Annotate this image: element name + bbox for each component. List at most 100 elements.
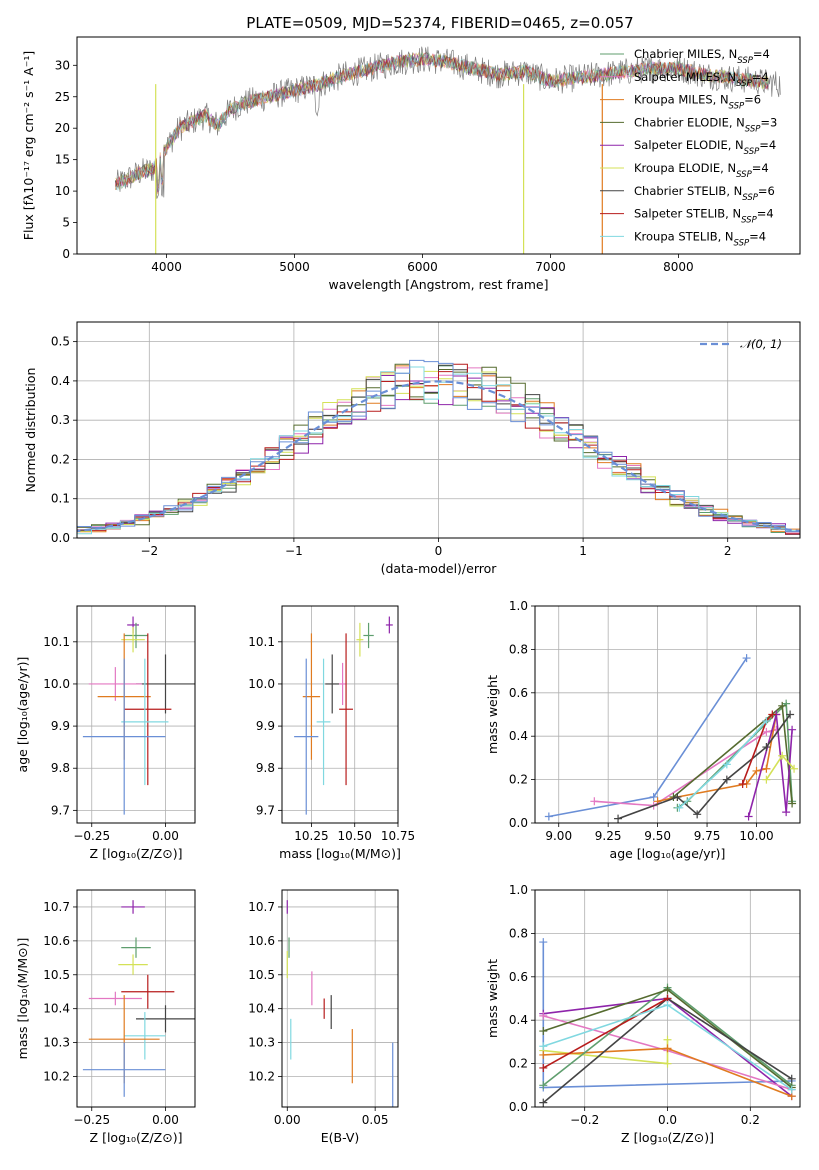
- y-tick-label: 9.7: [256, 803, 275, 817]
- x-tick-label: −0.2: [570, 1113, 599, 1127]
- y-tick-label: 10.0: [248, 677, 275, 691]
- x-tick-label: 0.0: [658, 1113, 677, 1127]
- weight-marker: [787, 1074, 796, 1083]
- y-tick-label: 10.2: [43, 1069, 70, 1083]
- x-tick-label: 9.25: [595, 829, 622, 843]
- weight-marker: [663, 1044, 672, 1053]
- x-axis-label: Z [log₁₀(Z/Z⊙)]: [90, 1130, 183, 1145]
- y-axis-label: mass weight: [485, 675, 500, 754]
- mass_vs_EBV-grid: [282, 890, 398, 1107]
- residuals-frame: [76, 321, 801, 539]
- x-tick-label: 8000: [663, 260, 694, 274]
- x-tick-label: 9.50: [644, 829, 671, 843]
- mass_vs_EBV-plot-area: [286, 900, 394, 1107]
- y-tick-label: 30: [55, 58, 70, 72]
- x-tick-label: 0.00: [152, 829, 179, 843]
- y-tick-label: 0.1: [51, 492, 70, 506]
- weight-marker: [790, 764, 799, 773]
- y-tick-label: 25: [55, 90, 70, 104]
- y-tick-label: 0.0: [51, 531, 70, 545]
- x-tick-label: 0.05: [362, 1113, 389, 1127]
- y-tick-label: 10.6: [248, 934, 275, 948]
- mass_vs_Z-plot-area: [82, 900, 195, 1097]
- y-tick-label: 0.4: [509, 1013, 528, 1027]
- x-tick-label: 0.00: [274, 1113, 301, 1127]
- weight-line: [657, 714, 778, 803]
- y-axis-label: mass [log₁₀(M/M⊙)]: [15, 938, 30, 1060]
- weight-marker: [722, 775, 731, 784]
- spectrum-model-line: [115, 51, 769, 191]
- y-tick-label: 15: [55, 153, 70, 167]
- weight-marker: [752, 766, 761, 775]
- x-tick-label: 10.50: [338, 829, 372, 843]
- legend-entry: Chabrier STELIB, NSSP=6: [634, 184, 775, 203]
- age_vs_Z-panel: −0.25 0.00 9.7 9.8 9.9 10.0 10.1 Z [log₁₀(Z/Z⊙)…: [15, 605, 196, 861]
- spectrum-model-line: [115, 52, 769, 191]
- weight-marker: [762, 727, 771, 736]
- y-tick-label: 9.9: [256, 719, 275, 733]
- weight-marker: [673, 792, 682, 801]
- x-axis-label: mass [log₁₀(M/M⊙)]: [279, 846, 401, 861]
- age_vs_mass-panel: 10.25 10.50 10.75 9.7 9.8 9.9 10.0 10.1 mass [lo…: [248, 605, 415, 861]
- weight-marker: [742, 654, 751, 663]
- weight-line: [548, 657, 748, 818]
- mass_vs_EBV-panel: 0.00 0.05 10.2 10.3 10.4 10.5 10.6 10.7 E(B-V): [248, 889, 399, 1145]
- weight-marker: [590, 797, 599, 806]
- y-tick-label: 20: [55, 121, 70, 135]
- x-tick-label: −0.25: [73, 1113, 110, 1127]
- y-tick-label: 9.9: [51, 719, 70, 733]
- age_vs_Z-plot-area: [82, 616, 195, 815]
- x-tick-label: 7000: [535, 260, 566, 274]
- y-tick-label: 0.2: [509, 773, 528, 787]
- y-tick-label: 10.4: [43, 1002, 70, 1016]
- y-tick-label: 0.0: [509, 816, 528, 830]
- y-tick-label: 1.0: [509, 599, 528, 613]
- age_vs_Z-frame: [76, 605, 196, 824]
- weight-marker: [762, 717, 771, 726]
- weight-marker: [675, 803, 684, 812]
- legend-entry: Salpeter STELIB, NSSP=4: [634, 207, 774, 226]
- x-tick-label: 10.00: [739, 829, 773, 843]
- weight-marker: [762, 764, 771, 773]
- y-tick-label: 0.2: [509, 1057, 528, 1071]
- weight_vs_age-frame: [534, 605, 801, 824]
- weight-marker: [544, 812, 553, 821]
- x-axis-label: wavelength [Angstrom, rest frame]: [328, 277, 548, 292]
- age_vs_mass-grid: [282, 606, 399, 823]
- x-tick-label: 4000: [151, 260, 182, 274]
- y-tick-label: 9.7: [51, 803, 70, 817]
- weight-marker: [788, 799, 797, 808]
- x-tick-label: 5000: [279, 260, 310, 274]
- age_vs_mass-frame: [281, 605, 399, 824]
- y-tick-label: 10.7: [248, 900, 275, 914]
- x-tick-label: 10.25: [294, 829, 328, 843]
- x-tick-label: 9.75: [694, 829, 721, 843]
- y-tick-label: 0.4: [509, 729, 528, 743]
- x-tick-label: −1: [285, 544, 303, 558]
- weight-line: [747, 714, 793, 817]
- weight-marker: [786, 710, 795, 719]
- y-tick-label: 10.5: [43, 968, 70, 982]
- figure-title: PLATE=0509, MJD=52374, FIBERID=0465, z=0…: [246, 14, 633, 32]
- x-tick-label: 6000: [407, 260, 438, 274]
- weight-marker: [693, 810, 702, 819]
- legend-entry: Kroupa MILES, NSSP=6: [634, 93, 761, 112]
- legend-entry: Salpeter ELODIE, NSSP=4: [634, 138, 776, 157]
- weight_vs_age-grid: [535, 605, 800, 824]
- histogram-step: [77, 359, 800, 533]
- y-axis-label: mass weight: [485, 959, 500, 1038]
- y-tick-label: 10.4: [248, 1002, 275, 1016]
- weight-marker: [539, 1027, 548, 1036]
- mass_vs_EBV-frame: [281, 889, 399, 1108]
- weight-marker: [738, 779, 747, 788]
- weight_vs_age-panel: 9.00 9.25 9.50 9.75 10.00 0.0 0.2 0.4 0.6 0.8 1.0 a…: [485, 599, 801, 861]
- y-tick-label: 10: [55, 184, 70, 198]
- residuals-plot-area: [77, 359, 800, 537]
- y-tick-label: 10.0: [43, 677, 70, 691]
- weight-marker: [539, 1098, 548, 1107]
- weight-marker: [788, 725, 797, 734]
- weight-marker: [787, 1085, 796, 1094]
- x-tick-label: 10.75: [381, 829, 415, 843]
- y-axis-label: age [log₁₀(age/yr)]: [15, 657, 30, 773]
